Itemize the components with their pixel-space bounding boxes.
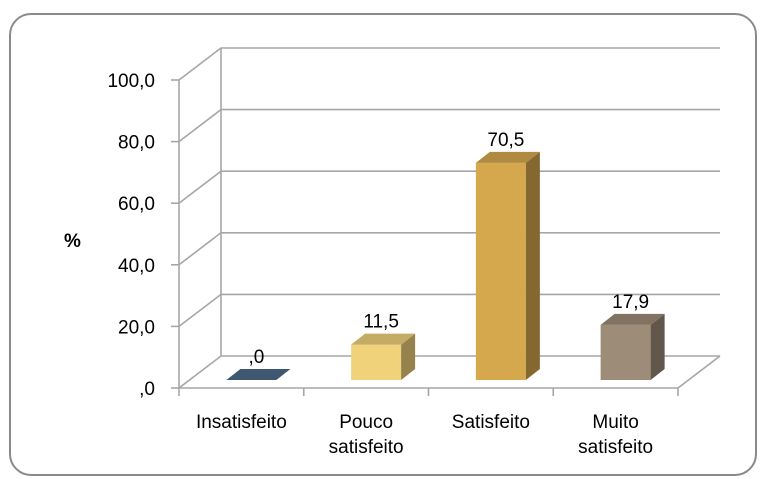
- y-tick-label: 60,0: [118, 194, 155, 215]
- data-label: 70,5: [487, 130, 524, 151]
- bar-top: [226, 369, 291, 380]
- bar-side: [525, 151, 540, 380]
- gridline: [178, 170, 720, 204]
- bar: [351, 333, 416, 380]
- bar-front: [351, 344, 402, 380]
- data-label: 11,5: [363, 312, 399, 333]
- y-axis-title: %: [64, 231, 81, 252]
- bar: [475, 151, 540, 380]
- y-tick-label: 100,0: [107, 71, 155, 92]
- gridline: [178, 232, 720, 266]
- gridline: [178, 108, 720, 143]
- bar-side: [401, 333, 416, 380]
- bar-front: [600, 324, 651, 380]
- y-tick-label: 20,0: [118, 317, 155, 338]
- data-label: ,0: [248, 347, 264, 368]
- category-label: Insatisfeito: [196, 412, 287, 433]
- bar-top: [475, 151, 540, 163]
- bar-front: [475, 162, 526, 380]
- category-label: Pouco satisfeito: [329, 412, 404, 458]
- gridline: [178, 293, 720, 328]
- floor-right-edge: [677, 355, 721, 389]
- bar: [226, 369, 291, 380]
- gridline: [178, 47, 720, 81]
- bar-top: [600, 313, 665, 325]
- bar: [600, 313, 665, 380]
- y-tick-label: 40,0: [118, 256, 155, 277]
- bar-side: [650, 313, 665, 380]
- category-label: Muito satisfeito: [578, 412, 653, 458]
- bar-top: [351, 333, 416, 345]
- y-tick-label: 80,0: [118, 133, 155, 154]
- y-tick-label: ,0: [139, 379, 155, 400]
- gridline: [178, 355, 720, 389]
- data-label: 17,9: [612, 292, 649, 313]
- category-label: Satisfeito: [452, 412, 530, 433]
- chart-frame: [9, 13, 757, 476]
